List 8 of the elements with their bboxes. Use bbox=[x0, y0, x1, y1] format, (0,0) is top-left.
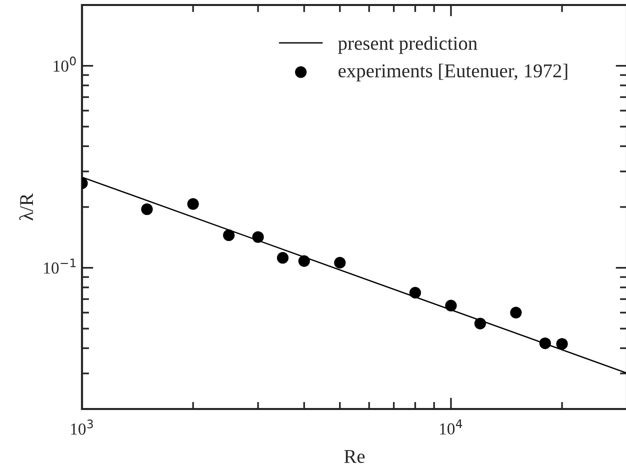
y-tick-label: 10$^{−1}$ bbox=[44, 258, 76, 274]
x-tick-label: 10$^{3}$ bbox=[71, 420, 93, 435]
x-axis-title: Re bbox=[344, 450, 365, 464]
legend-label: present prediction bbox=[338, 36, 478, 54]
y-axis-title: λ/R bbox=[19, 193, 34, 220]
x-tick-label: 10$^{4}$ bbox=[440, 420, 462, 435]
legend-label: experiments [Eutenuer, 1972] bbox=[338, 64, 568, 82]
y-tick-label: 10$^{0}$ bbox=[54, 56, 76, 72]
